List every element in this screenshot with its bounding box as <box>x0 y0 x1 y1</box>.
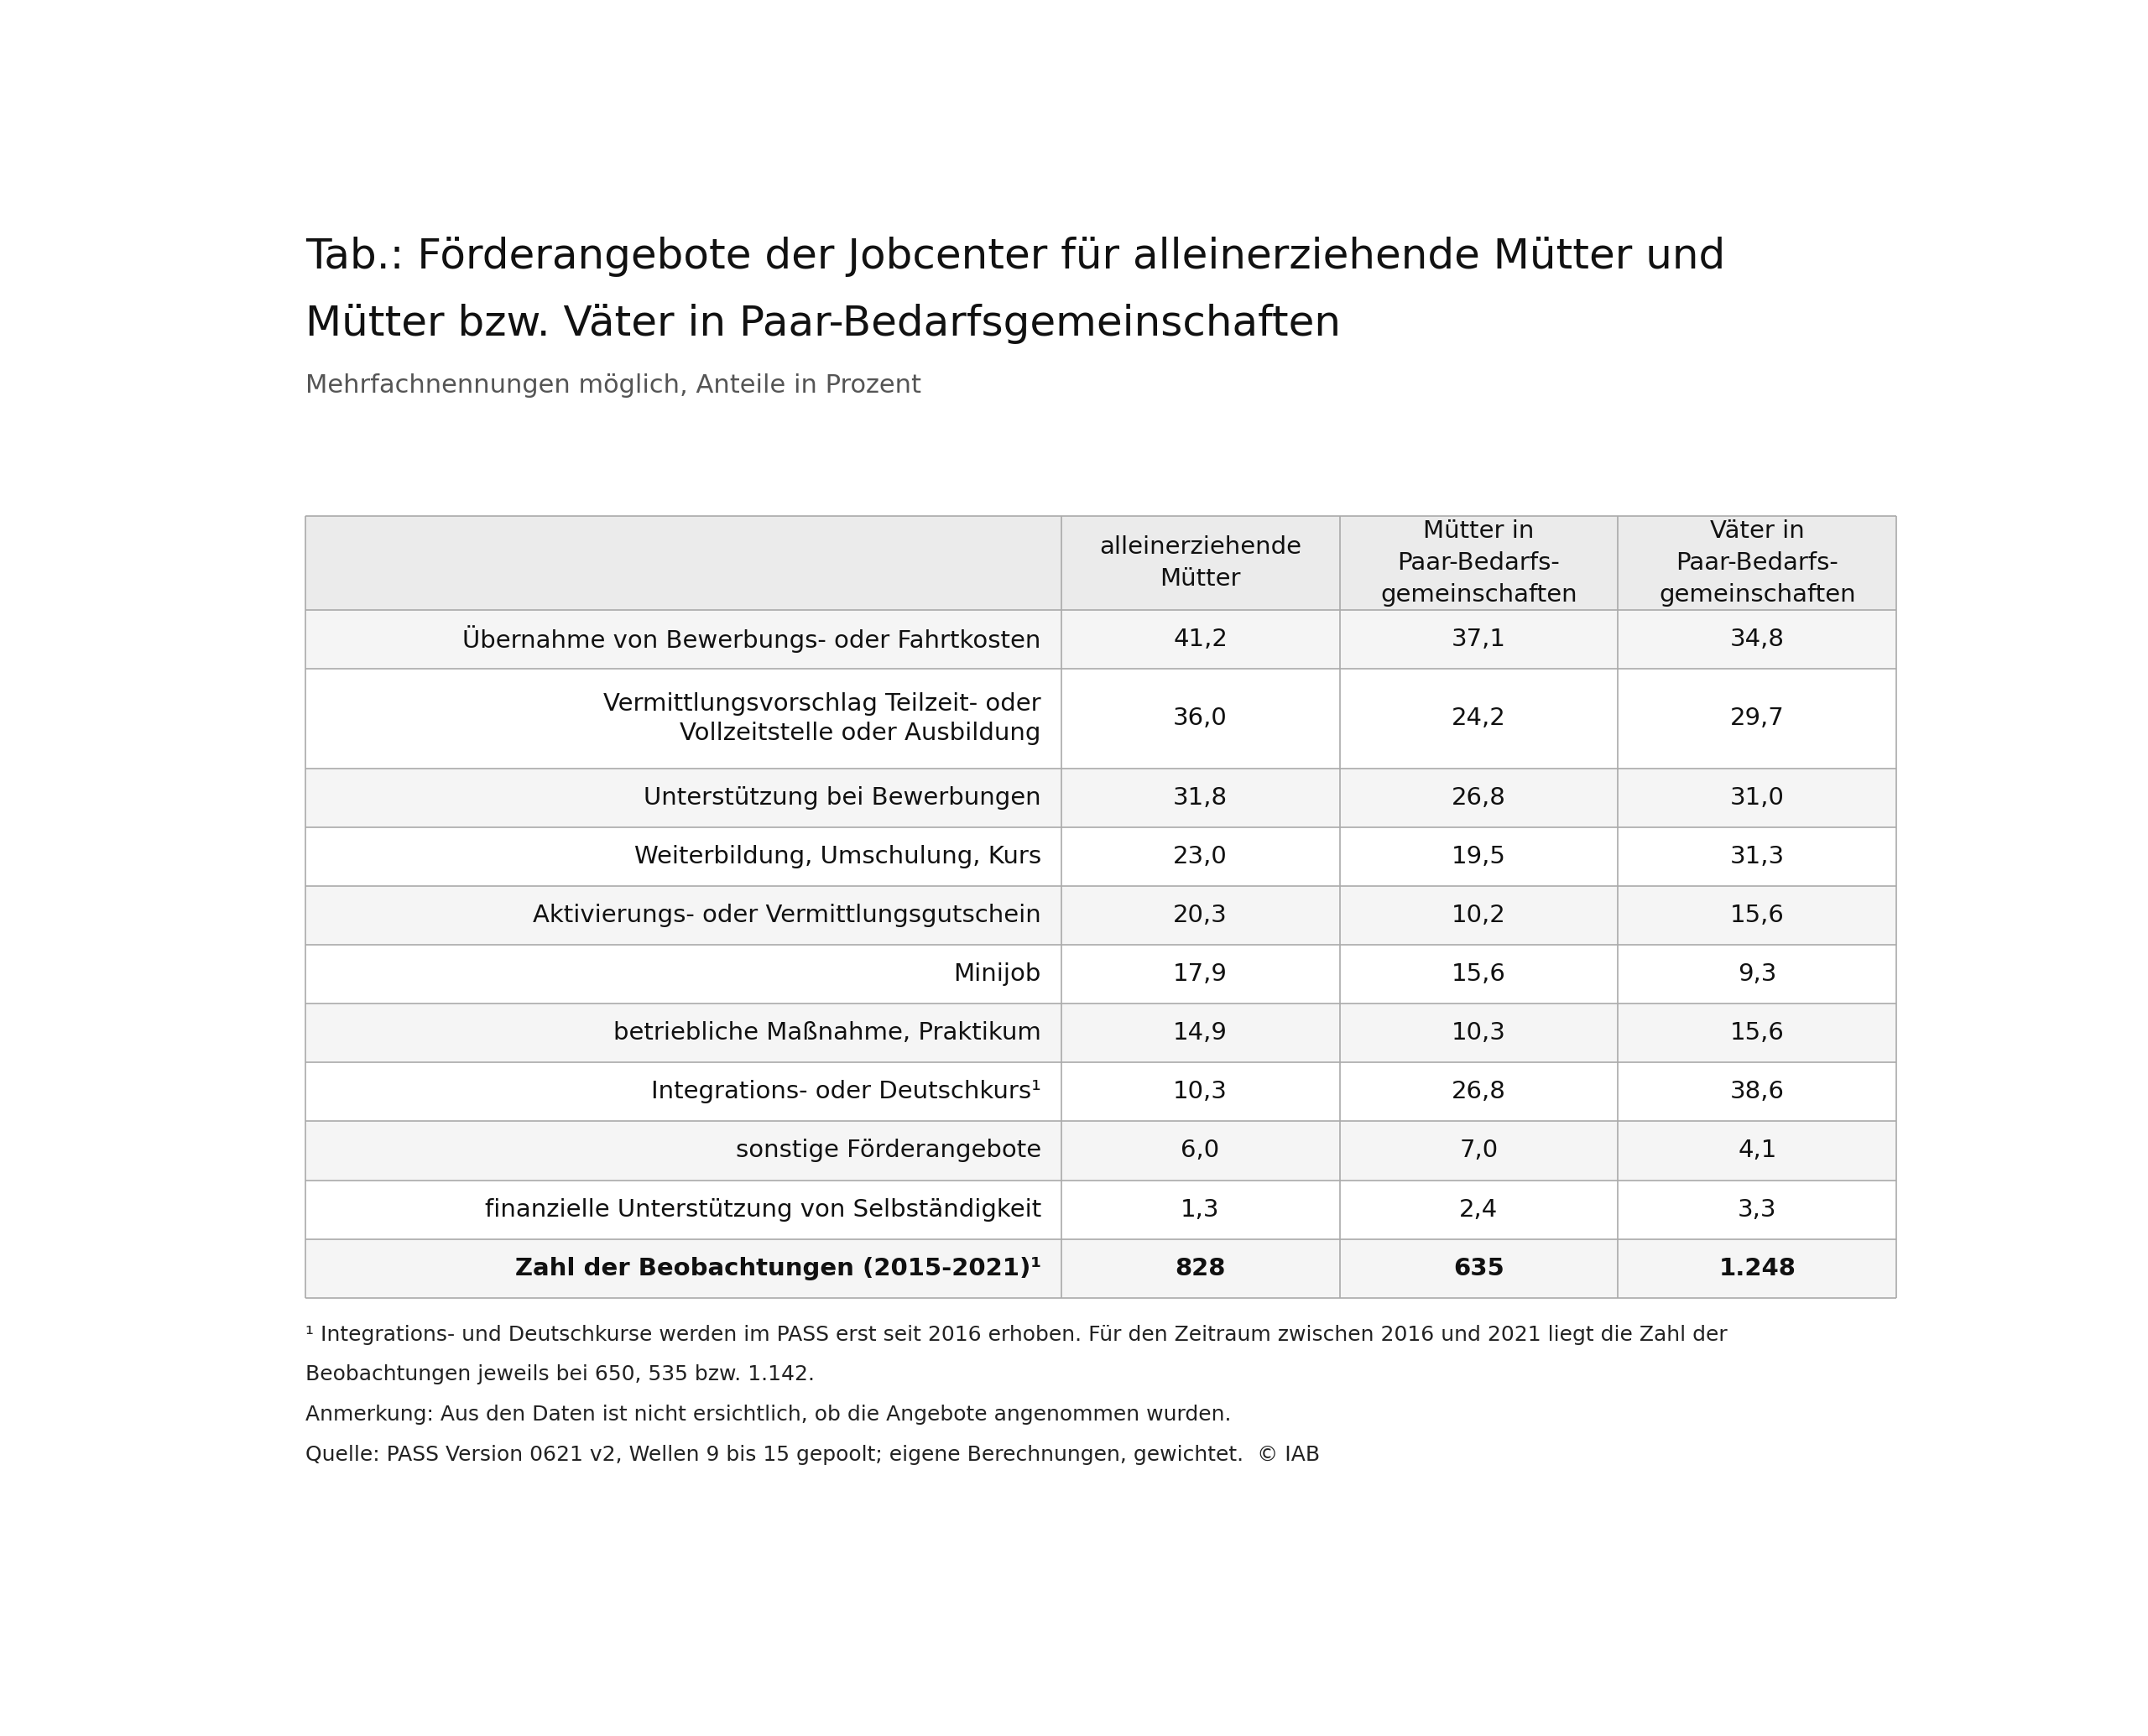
Text: 17,9: 17,9 <box>1173 963 1227 986</box>
Text: Mütter: Mütter <box>1160 568 1242 590</box>
Text: gemeinschaften: gemeinschaften <box>1658 583 1856 606</box>
Text: 3,3: 3,3 <box>1738 1198 1776 1222</box>
Text: Weiterbildung, Umschulung, Kurs: Weiterbildung, Umschulung, Kurs <box>634 845 1042 868</box>
Text: 20,3: 20,3 <box>1173 904 1227 927</box>
Text: 2,4: 2,4 <box>1458 1198 1497 1222</box>
Bar <box>305 769 1897 828</box>
Text: 29,7: 29,7 <box>1729 707 1785 731</box>
Bar <box>305 1121 1897 1180</box>
Text: Aktivierungs- oder Vermittlungsgutschein: Aktivierungs- oder Vermittlungsgutschein <box>533 904 1042 927</box>
Text: 15,6: 15,6 <box>1452 963 1506 986</box>
Text: 31,3: 31,3 <box>1729 845 1785 868</box>
Text: 26,8: 26,8 <box>1452 786 1506 809</box>
Text: 15,6: 15,6 <box>1729 904 1785 927</box>
Text: 37,1: 37,1 <box>1452 627 1506 651</box>
Bar <box>305 1003 1897 1062</box>
Text: 31,8: 31,8 <box>1173 786 1229 809</box>
Text: Väter in: Väter in <box>1710 519 1804 542</box>
Text: Mütter in: Mütter in <box>1424 519 1534 542</box>
Bar <box>305 516 1897 609</box>
Text: 36,0: 36,0 <box>1173 707 1227 731</box>
Text: 38,6: 38,6 <box>1729 1080 1785 1104</box>
Text: 10,3: 10,3 <box>1452 1021 1506 1045</box>
Text: Mehrfachnennungen möglich, Anteile in Prozent: Mehrfachnennungen möglich, Anteile in Pr… <box>305 373 921 398</box>
Text: Mütter bzw. Väter in Paar-Bedarfsgemeinschaften: Mütter bzw. Väter in Paar-Bedarfsgemeins… <box>305 304 1340 344</box>
Text: Beobachtungen jeweils bei 650, 535 bzw. 1.142.: Beobachtungen jeweils bei 650, 535 bzw. … <box>305 1364 814 1385</box>
Text: 635: 635 <box>1454 1257 1504 1279</box>
Text: 31,0: 31,0 <box>1729 786 1785 809</box>
Text: 41,2: 41,2 <box>1173 627 1227 651</box>
Text: 4,1: 4,1 <box>1738 1139 1776 1163</box>
Text: Zahl der Beobachtungen (2015-2021)¹: Zahl der Beobachtungen (2015-2021)¹ <box>516 1257 1042 1279</box>
Text: 10,2: 10,2 <box>1452 904 1506 927</box>
Text: Quelle: PASS Version 0621 v2, Wellen 9 bis 15 gepoolt; eigene Berechnungen, gewi: Quelle: PASS Version 0621 v2, Wellen 9 b… <box>305 1444 1319 1465</box>
Text: Paar-Bedarfs-: Paar-Bedarfs- <box>1398 550 1559 575</box>
Text: Übernahme von Bewerbungs- oder Fahrtkosten: Übernahme von Bewerbungs- oder Fahrtkost… <box>462 625 1042 653</box>
Text: 23,0: 23,0 <box>1173 845 1227 868</box>
Text: sonstige Förderangebote: sonstige Förderangebote <box>735 1139 1042 1163</box>
Text: 26,8: 26,8 <box>1452 1080 1506 1104</box>
Text: 6,0: 6,0 <box>1181 1139 1220 1163</box>
Text: 10,3: 10,3 <box>1173 1080 1227 1104</box>
Text: 34,8: 34,8 <box>1729 627 1785 651</box>
Text: Tab.: Förderangebote der Jobcenter für alleinerziehende Mütter und: Tab.: Förderangebote der Jobcenter für a… <box>305 236 1725 276</box>
Text: Minijob: Minijob <box>954 963 1042 986</box>
Text: Paar-Bedarfs-: Paar-Bedarfs- <box>1675 550 1839 575</box>
Text: Vermittlungsvorschlag Teilzeit- oder: Vermittlungsvorschlag Teilzeit- oder <box>604 693 1042 715</box>
Text: 1,3: 1,3 <box>1181 1198 1220 1222</box>
Text: Unterstützung bei Bewerbungen: Unterstützung bei Bewerbungen <box>644 786 1042 809</box>
Text: 19,5: 19,5 <box>1452 845 1506 868</box>
Bar <box>305 885 1897 944</box>
Text: gemeinschaften: gemeinschaften <box>1381 583 1577 606</box>
Text: 1.248: 1.248 <box>1718 1257 1796 1279</box>
Text: 24,2: 24,2 <box>1452 707 1506 731</box>
Text: 828: 828 <box>1175 1257 1227 1279</box>
Text: Anmerkung: Aus den Daten ist nicht ersichtlich, ob die Angebote angenommen wurde: Anmerkung: Aus den Daten ist nicht ersic… <box>305 1404 1231 1425</box>
Text: 14,9: 14,9 <box>1173 1021 1227 1045</box>
Text: Integrations- oder Deutschkurs¹: Integrations- oder Deutschkurs¹ <box>651 1080 1042 1104</box>
Text: 7,0: 7,0 <box>1458 1139 1497 1163</box>
Text: alleinerziehende: alleinerziehende <box>1100 535 1302 559</box>
Bar <box>305 609 1897 668</box>
Text: 9,3: 9,3 <box>1738 963 1776 986</box>
Bar <box>305 1240 1897 1299</box>
Text: betriebliche Maßnahme, Praktikum: betriebliche Maßnahme, Praktikum <box>614 1021 1042 1045</box>
Text: 15,6: 15,6 <box>1729 1021 1785 1045</box>
Text: ¹ Integrations- und Deutschkurse werden im PASS erst seit 2016 erhoben. Für den : ¹ Integrations- und Deutschkurse werden … <box>305 1325 1727 1345</box>
Text: finanzielle Unterstützung von Selbständigkeit: finanzielle Unterstützung von Selbständi… <box>485 1198 1042 1222</box>
Text: Vollzeitstelle oder Ausbildung: Vollzeitstelle oder Ausbildung <box>681 722 1042 745</box>
